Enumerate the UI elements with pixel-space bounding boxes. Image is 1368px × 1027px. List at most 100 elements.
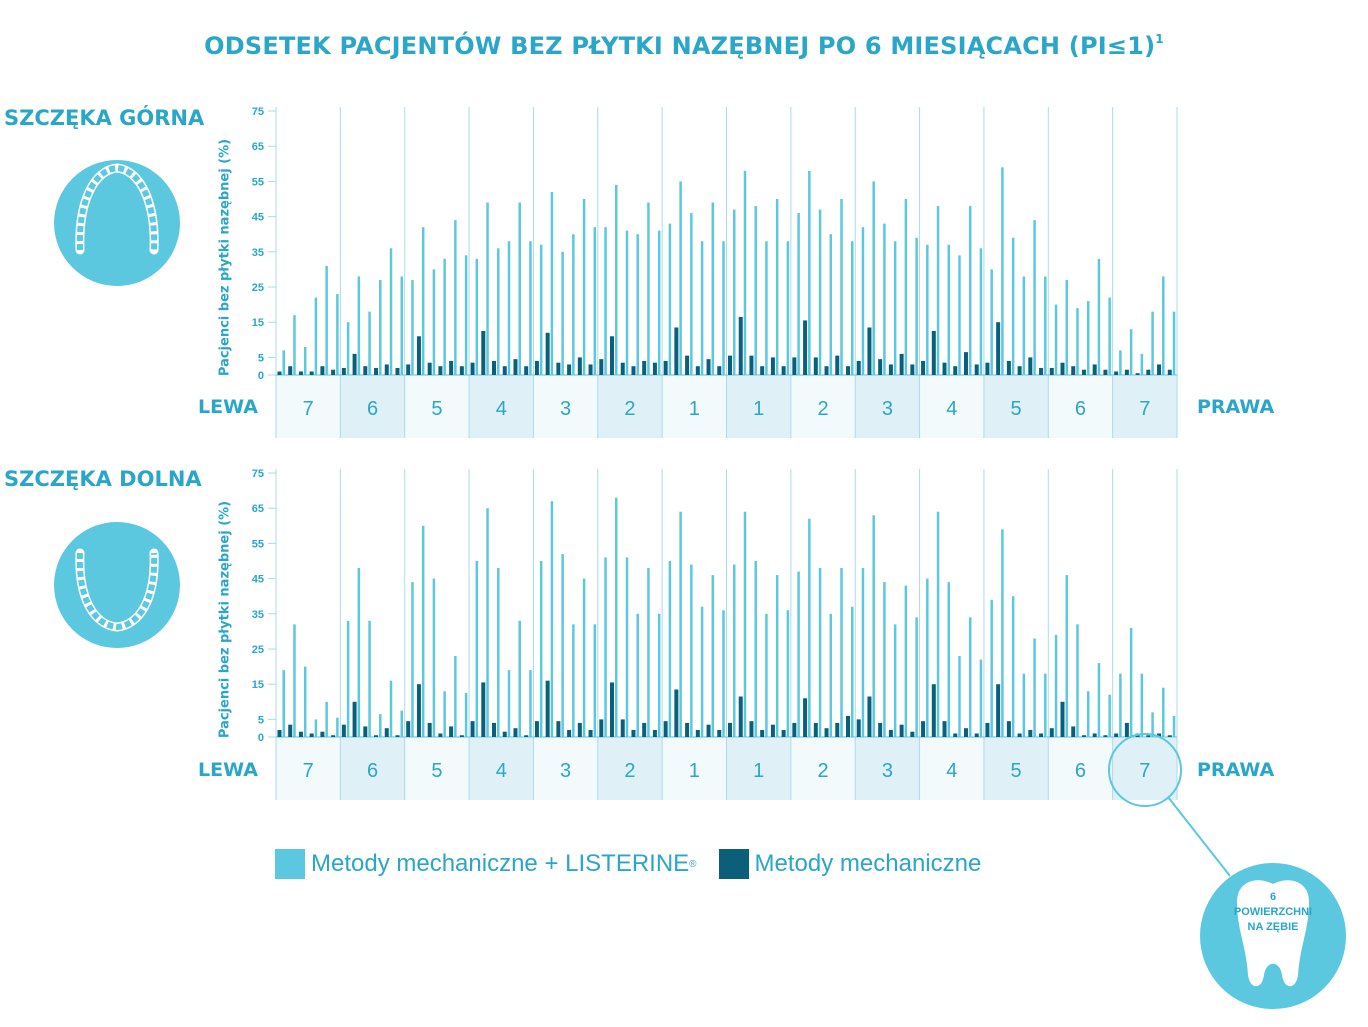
legend-label-mechanical: Metody mechaniczne — [754, 850, 982, 877]
upper-y-tick-label: 75 — [252, 106, 264, 118]
upper-bar-mechanical — [1135, 373, 1140, 375]
lower-y-tick-label: 0 — [258, 732, 264, 744]
upper-bar-listerine — [475, 258, 479, 375]
lower-tooth-cell — [340, 738, 405, 800]
upper-bar-mechanical — [888, 364, 893, 375]
lower-tooth-cell — [662, 738, 727, 800]
lower-bar-listerine — [915, 617, 918, 737]
upper-y-tick-label: 55 — [252, 176, 264, 188]
lower-bar-mechanical — [663, 721, 668, 737]
lower-bar-mechanical — [449, 726, 454, 737]
lower-bar-mechanical — [717, 729, 722, 737]
lower-bar-listerine — [314, 719, 318, 737]
lower-bar-mechanical — [577, 722, 582, 737]
lower-bar-listerine — [454, 656, 457, 737]
lower-bar-listerine — [936, 511, 940, 737]
lower-bar-listerine — [325, 701, 328, 737]
upper-bar-listerine — [1054, 304, 1058, 375]
upper-bar-listerine — [314, 297, 318, 375]
upper-bar-listerine — [775, 199, 779, 375]
lower-tooth-cell — [1112, 738, 1177, 800]
lower-tooth-number: 5 — [431, 760, 442, 782]
upper-bar-mechanical — [406, 364, 411, 375]
lower-y-tick-label: 35 — [252, 609, 264, 621]
lower-bar-mechanical — [760, 729, 765, 737]
upper-bar-listerine — [550, 191, 554, 375]
upper-tooth-cell — [276, 376, 341, 438]
lower-tooth-cell — [404, 738, 470, 800]
upper-tooth-cell — [533, 376, 598, 438]
lower-bar-listerine — [883, 582, 886, 737]
upper-bar-listerine — [1140, 353, 1144, 375]
lower-tooth-number: 4 — [946, 760, 957, 782]
lower-bar-listerine — [389, 680, 393, 737]
upper-y-tick-label: 65 — [252, 141, 264, 153]
lower-bar-listerine — [625, 557, 629, 737]
lower-bar-mechanical — [534, 721, 539, 737]
lower-bar-mechanical — [481, 682, 486, 737]
lower-bar-mechanical — [803, 698, 808, 737]
upper-bar-listerine — [979, 248, 983, 375]
upper-bar-listerine — [389, 248, 393, 375]
lower-bar-mechanical — [384, 728, 389, 737]
lower-bar-listerine — [786, 610, 790, 737]
upper-bar-mechanical — [942, 362, 947, 375]
lower-bar-listerine — [668, 561, 672, 737]
lower-bar-listerine — [722, 610, 725, 737]
lower-bar-mechanical — [996, 684, 1001, 737]
upper-bar-mechanical — [459, 366, 464, 375]
upper-bar-mechanical — [685, 355, 690, 375]
upper-tooth-cell — [662, 376, 727, 438]
upper-bar-listerine — [604, 227, 607, 375]
upper-bar-mechanical — [674, 327, 679, 375]
upper-y-tick-label: 35 — [252, 247, 264, 259]
upper-bar-mechanical — [534, 360, 539, 375]
lower-bar-mechanical — [470, 721, 475, 737]
upper-bar-mechanical — [856, 360, 861, 375]
lower-jaw-icon — [54, 522, 180, 648]
lower-bar-listerine — [797, 571, 800, 737]
upper-bar-mechanical — [416, 336, 421, 375]
upper-bar-mechanical — [631, 366, 636, 375]
upper-bar-mechanical — [524, 366, 529, 375]
lower-bar-mechanical — [1039, 733, 1044, 737]
upper-bar-mechanical — [1103, 369, 1108, 375]
upper-bar-mechanical — [1017, 366, 1022, 375]
lower-bar-listerine — [850, 606, 854, 737]
lower-bar-mechanical — [867, 696, 872, 737]
upper-bar-mechanical — [663, 360, 668, 375]
lower-jaw-label: SZCZĘKA DOLNA — [4, 467, 202, 491]
upper-bar-listerine — [325, 265, 328, 375]
lower-bar-mechanical — [845, 715, 850, 737]
upper-bar-mechanical — [760, 366, 765, 375]
lower-bar-listerine — [947, 582, 951, 737]
lower-tooth-cell — [726, 738, 791, 800]
upper-bar-listerine — [936, 206, 940, 375]
lower-bar-mechanical — [685, 722, 690, 737]
tooth-callout: 6 POWIERZCHNI NA ZĘBIE — [1108, 733, 1346, 1009]
upper-bar-listerine — [765, 241, 768, 375]
upper-tooth-number: 5 — [1011, 398, 1022, 420]
upper-tooth-cell — [726, 376, 791, 438]
lower-bar-listerine — [486, 508, 489, 737]
lower-bar-mechanical — [738, 696, 743, 737]
upper-bar-listerine — [1086, 301, 1090, 375]
upper-bar-mechanical — [374, 367, 379, 375]
lower-bar-listerine — [282, 670, 285, 737]
upper-bar-listerine — [1108, 297, 1111, 375]
upper-bar-listerine — [636, 234, 639, 375]
upper-bar-listerine — [336, 294, 339, 375]
upper-tooth-cell — [597, 376, 663, 438]
lower-bar-mechanical — [813, 722, 818, 737]
lower-bar-listerine — [1097, 663, 1101, 737]
upper-bar-listerine — [722, 241, 725, 375]
upper-bar-mechanical — [835, 355, 840, 375]
lower-bar-mechanical — [942, 721, 947, 737]
upper-bar-listerine — [529, 241, 532, 375]
tooth-icon — [1237, 880, 1309, 987]
upper-bar-mechanical — [567, 364, 572, 375]
lower-bar-listerine — [411, 582, 414, 737]
legend-item-mechanical: Metody mechaniczne — [718, 849, 982, 879]
upper-bar-mechanical — [1081, 369, 1086, 375]
upper-bar-mechanical — [438, 366, 443, 375]
